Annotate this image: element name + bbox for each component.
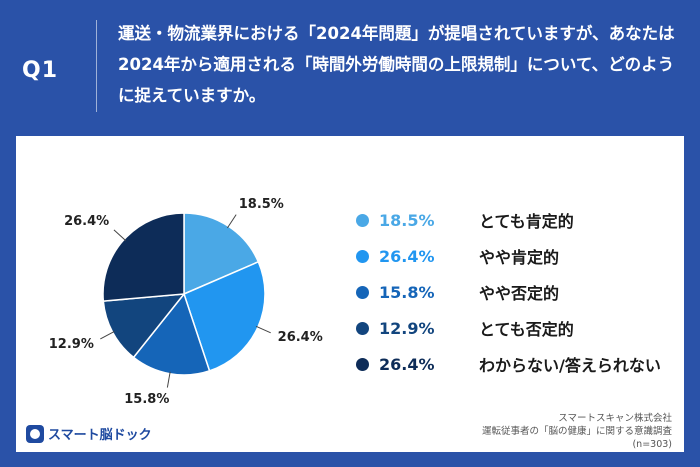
pie-leader-line xyxy=(255,325,271,334)
chart-legend: 18.5% とても肯定的 26.4% やや肯定的 15.8% やや否定的 12.9% とても否… xyxy=(356,202,676,382)
legend-percent: 15.8% xyxy=(379,282,435,302)
legend-item: 15.8% やや否定的 xyxy=(356,274,676,310)
legend-item: 26.4% わからない/答えられない xyxy=(356,346,676,382)
header-divider xyxy=(96,20,97,112)
pie-chart xyxy=(100,212,271,388)
legend-label: とても否定的 xyxy=(479,320,574,339)
pie-leader-line xyxy=(113,229,127,242)
chart-card: 18.5% 26.4% 15.8% 12.9% 26.4% 18.5% とても肯定的 26.… xyxy=(16,136,684,452)
legend-swatch xyxy=(356,321,369,335)
legend-swatch xyxy=(356,357,369,371)
legend-swatch xyxy=(356,285,369,299)
pie-leader-line xyxy=(166,371,171,388)
legend-label: とても肯定的 xyxy=(479,212,574,231)
legend-percent: 26.4% xyxy=(379,246,435,266)
legend-label: やや肯定的 xyxy=(479,248,560,267)
legend-item: 26.4% やや肯定的 xyxy=(356,238,676,274)
pie-data-label: 18.5% xyxy=(238,197,284,213)
pie-data-label: 15.8% xyxy=(124,391,170,407)
legend-item: 18.5% とても肯定的 xyxy=(356,202,676,238)
pie-slice xyxy=(102,212,185,302)
question-text: 運送・物流業界における「2024年問題」が提唱されていますが、あなたは2024年… xyxy=(118,24,675,105)
legend-percent: 26.4% xyxy=(379,354,435,374)
source-note: スマートスキャン株式会社 運転従事者の「脳の健康」に関する意識調査 (n=303… xyxy=(482,412,672,451)
question-label: Q1 xyxy=(22,58,59,83)
legend-percent: 12.9% xyxy=(379,318,435,338)
legend-percent: 18.5% xyxy=(379,210,435,230)
pie-data-label: 12.9% xyxy=(48,337,94,353)
legend-label: わからない/答えられない xyxy=(479,356,661,375)
logo-text: スマート脳ドック xyxy=(48,428,152,443)
legend-swatch xyxy=(356,213,369,227)
legend-label: やや否定的 xyxy=(479,284,560,303)
pie-leader-line xyxy=(100,330,115,340)
legend-item: 12.9% とても否定的 xyxy=(356,310,676,346)
source-line: スマートスキャン株式会社 xyxy=(558,413,672,424)
pie-leader-line xyxy=(226,214,237,229)
source-line: 運転従事者の「脳の健康」に関する意識調査 xyxy=(481,426,672,437)
question-header: Q1 運送・物流業界における「2024年問題」が提唱されていますが、あなたは20… xyxy=(0,0,700,130)
source-line: (n=303) xyxy=(632,439,672,450)
pie-data-label: 26.4% xyxy=(64,214,110,230)
legend-swatch xyxy=(356,249,369,263)
brand-logo: スマート脳ドック xyxy=(26,424,152,443)
brain-dock-logo-icon xyxy=(26,424,44,443)
pie-data-label: 26.4% xyxy=(277,330,323,346)
